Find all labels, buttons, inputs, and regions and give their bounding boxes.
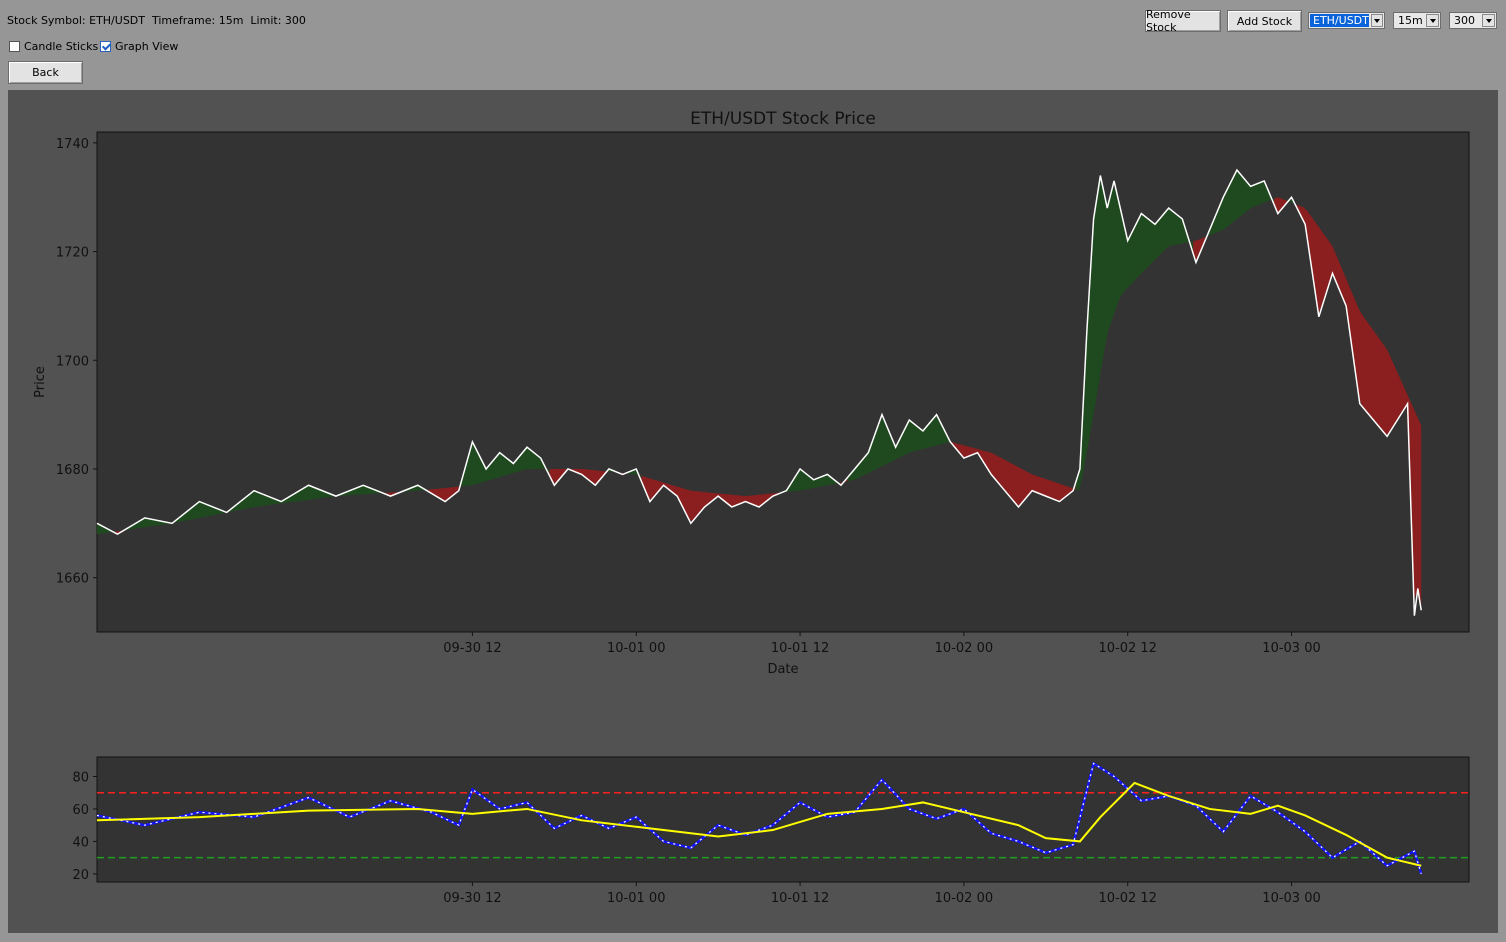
y-tick-label: 1680 xyxy=(56,463,89,478)
graph-view-label: Graph View xyxy=(115,40,179,53)
rsi-x-tick-label: 09-30 12 xyxy=(443,891,501,906)
bull-fill-area xyxy=(126,485,384,530)
symbol-select[interactable]: ETH/USDT xyxy=(1308,12,1385,29)
rsi-y-tick-label: 80 xyxy=(72,770,89,785)
x-tick-label: 10-02 00 xyxy=(935,641,993,656)
chart-title: ETH/USDT Stock Price xyxy=(690,109,876,129)
x-tick-label: 10-01 00 xyxy=(607,641,665,656)
price-axes xyxy=(96,131,1470,633)
add-stock-button[interactable]: Add Stock xyxy=(1227,10,1302,32)
bear-fill-area xyxy=(1193,233,1208,261)
y-tick-label: 1660 xyxy=(56,572,89,587)
timeframe-select[interactable]: 15m xyxy=(1393,12,1441,29)
bull-fill-area xyxy=(847,415,951,482)
price-line xyxy=(96,168,1422,616)
x-axis-label: Date xyxy=(767,662,798,677)
bear-fill-area xyxy=(1274,197,1289,214)
chart-figure: 09-30 12 10-01 00 10-01 12 10-02 00 10-02 12… xyxy=(33,109,1470,906)
y-tick-label: 1740 xyxy=(56,137,89,152)
y-axis-label: Price xyxy=(33,366,48,398)
candle-sticks-checkbox[interactable]: Candle Sticks xyxy=(9,40,98,53)
bull-fill-area xyxy=(461,442,550,487)
rsi-line xyxy=(96,761,1423,875)
bull-fill-area xyxy=(402,485,429,492)
rsi-moving-average-line xyxy=(96,781,1422,867)
price-axis-ticks: 09-30 12 10-01 00 10-01 12 10-02 00 10-02 12… xyxy=(56,137,1321,656)
back-button[interactable]: Back xyxy=(8,61,83,84)
figure-canvas: 09-30 12 10-01 00 10-01 12 10-02 00 10-02 12… xyxy=(8,90,1498,933)
bear-fill-area xyxy=(641,475,785,521)
y-tick-label: 1700 xyxy=(56,354,89,369)
candle-sticks-label: Candle Sticks xyxy=(24,40,99,53)
rsi-axis-ticks: 09-30 12 10-01 00 10-01 12 10-02 00 10-02 12… xyxy=(72,770,1320,906)
rsi-x-tick-label: 10-02 00 xyxy=(935,891,993,906)
x-tick-label: 10-03 00 xyxy=(1262,641,1320,656)
bull-fill-area xyxy=(1075,179,1194,491)
graph-view-box[interactable] xyxy=(100,41,111,52)
timeframe-select-value: 15m xyxy=(1398,14,1423,27)
rsi-x-tick-label: 10-01 00 xyxy=(607,891,665,906)
graph-view-checkbox[interactable]: Graph View xyxy=(100,40,178,53)
bear-fill-area xyxy=(950,441,1076,505)
x-tick-label: 09-30 12 xyxy=(443,641,501,656)
rsi-y-tick-label: 20 xyxy=(72,868,89,883)
rsi-y-tick-label: 60 xyxy=(72,803,89,818)
remove-stock-button[interactable]: Remove Stock xyxy=(1145,8,1221,34)
rsi-x-tick-label: 10-01 12 xyxy=(771,891,829,906)
x-tick-label: 10-02 12 xyxy=(1098,641,1156,656)
bull-fill-area xyxy=(1207,170,1275,236)
chevron-down-icon[interactable] xyxy=(1370,14,1383,27)
bear-fill-area xyxy=(115,528,127,534)
rsi-axes xyxy=(96,756,1470,883)
stock-info-text: Stock Symbol: ETH/USDT Timeframe: 15m Li… xyxy=(7,14,306,27)
bull-fill-area xyxy=(1288,199,1297,207)
limit-select[interactable]: 300 xyxy=(1449,12,1497,29)
symbol-select-value: ETH/USDT xyxy=(1310,14,1369,27)
candle-sticks-box[interactable] xyxy=(9,41,20,52)
rsi-y-tick-label: 40 xyxy=(72,835,89,850)
limit-select-value: 300 xyxy=(1454,14,1475,27)
chevron-down-icon[interactable] xyxy=(1482,14,1495,27)
x-tick-label: 10-01 12 xyxy=(771,641,829,656)
y-tick-label: 1720 xyxy=(56,246,89,261)
rsi-x-tick-label: 10-02 12 xyxy=(1098,891,1156,906)
bear-fill-area xyxy=(840,477,848,485)
chevron-down-icon[interactable] xyxy=(1426,14,1439,27)
rsi-x-tick-label: 10-03 00 xyxy=(1262,891,1320,906)
